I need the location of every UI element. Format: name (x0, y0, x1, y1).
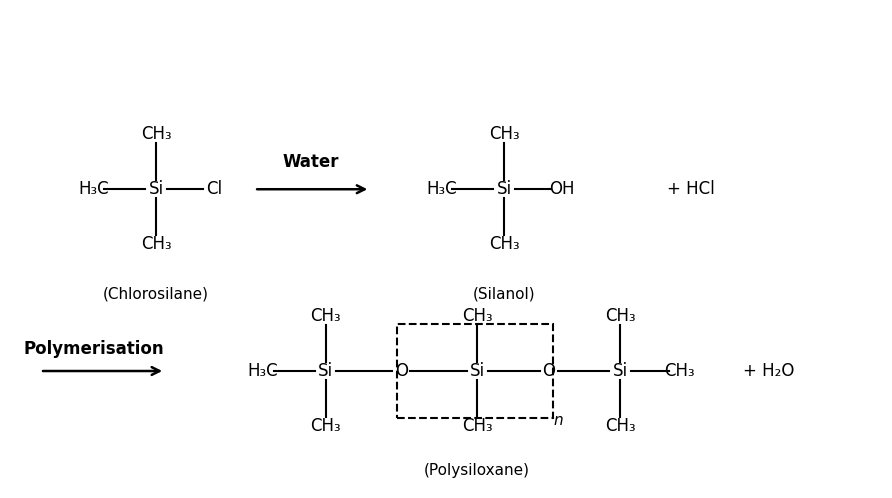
Text: Cl: Cl (206, 180, 222, 198)
Text: n: n (553, 413, 563, 428)
Text: + HCl: + HCl (667, 180, 715, 198)
Text: CH₃: CH₃ (141, 235, 171, 253)
Text: Si: Si (470, 362, 484, 380)
Text: CH₃: CH₃ (462, 417, 492, 435)
Text: CH₃: CH₃ (605, 307, 635, 325)
Text: (Chlorosilane): (Chlorosilane) (103, 286, 209, 301)
Text: CH₃: CH₃ (665, 362, 695, 380)
Text: CH₃: CH₃ (489, 125, 519, 143)
Text: CH₃: CH₃ (310, 307, 341, 325)
Text: + H₂O: + H₂O (743, 362, 795, 380)
Text: Si: Si (149, 180, 163, 198)
Text: OH: OH (549, 180, 574, 198)
Text: (Polysiloxane): (Polysiloxane) (425, 463, 530, 478)
Text: H₃C: H₃C (426, 180, 457, 198)
Bar (397, 324, 553, 418)
Text: H₃C: H₃C (248, 362, 278, 380)
Text: Si: Si (497, 180, 511, 198)
Text: H₃C: H₃C (78, 180, 109, 198)
Text: CH₃: CH₃ (310, 417, 341, 435)
Text: Water: Water (282, 153, 339, 171)
Text: O: O (542, 362, 555, 380)
Text: Si: Si (318, 362, 333, 380)
Text: Si: Si (613, 362, 627, 380)
Text: Polymerisation: Polymerisation (23, 340, 164, 358)
Text: CH₃: CH₃ (462, 307, 492, 325)
Text: (Silanol): (Silanol) (473, 286, 535, 301)
Text: CH₃: CH₃ (141, 125, 171, 143)
Text: CH₃: CH₃ (489, 235, 519, 253)
Text: CH₃: CH₃ (605, 417, 635, 435)
Text: O: O (395, 362, 408, 380)
